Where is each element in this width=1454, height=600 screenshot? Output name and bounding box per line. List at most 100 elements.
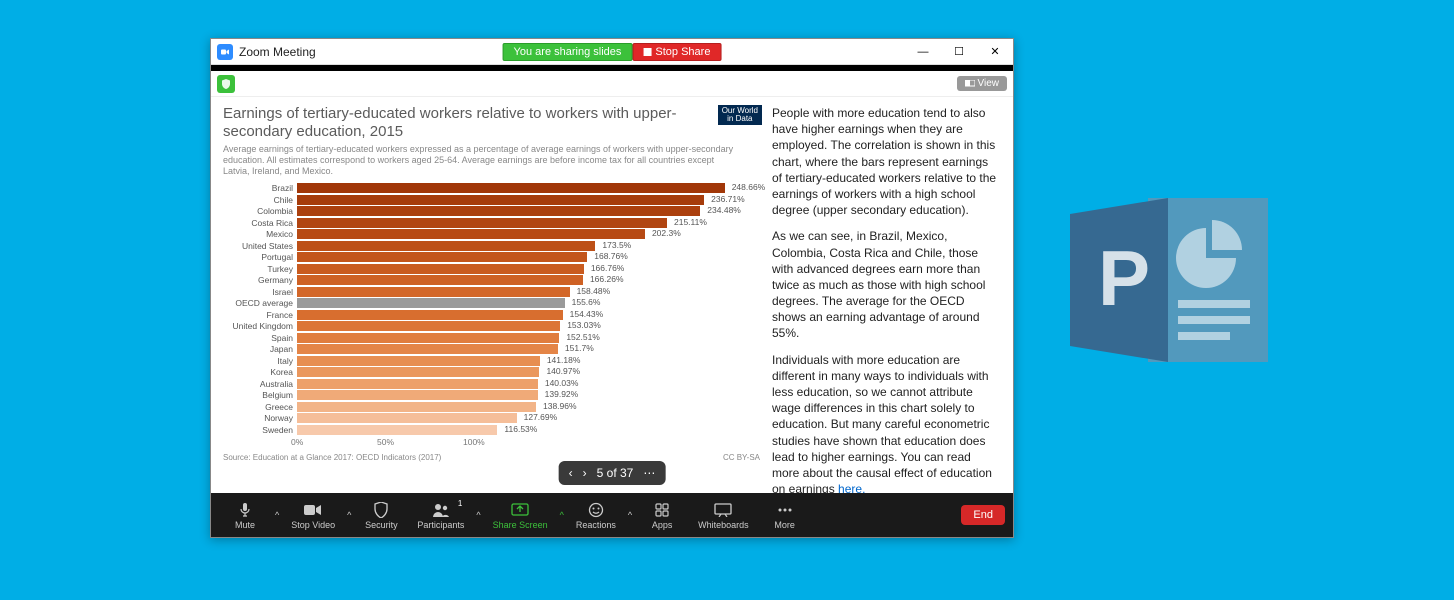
more-button[interactable]: More — [759, 499, 811, 532]
encryption-shield-icon[interactable] — [217, 75, 235, 93]
commentary-p1: People with more education tend to also … — [772, 105, 1001, 218]
bar-fill — [297, 252, 587, 262]
bar-fill — [297, 379, 538, 389]
bar-fill — [297, 206, 700, 216]
bar-label: Chile — [223, 195, 297, 205]
bar-label: Norway — [223, 413, 297, 423]
bar-row: Belgium 139.92% — [223, 389, 760, 401]
bar-label: Spain — [223, 333, 297, 343]
bar-row: Germany166.26% — [223, 274, 760, 286]
bar-value: 166.76% — [591, 263, 625, 273]
bar-fill — [297, 413, 517, 423]
view-button[interactable]: View — [957, 76, 1008, 91]
bar-fill — [297, 195, 704, 205]
whiteboards-button[interactable]: Whiteboards — [690, 499, 757, 532]
bar-row: Mexico202.3% — [223, 228, 760, 240]
bar-track: 202.3% — [297, 229, 760, 239]
end-button[interactable]: End — [961, 505, 1005, 525]
close-button[interactable]: ✕ — [977, 39, 1013, 65]
x-tick: 100% — [463, 437, 485, 447]
bar-value: 151.7% — [565, 343, 594, 353]
maximize-button[interactable]: ☐ — [941, 39, 977, 65]
microphone-icon — [238, 501, 252, 519]
share-screen-button[interactable]: Share Screen — [485, 499, 556, 532]
bar-track: 153.03% — [297, 321, 760, 331]
window-title: Zoom Meeting — [239, 45, 316, 59]
x-tick: 50% — [377, 437, 394, 447]
bar-label: Sweden — [223, 425, 297, 435]
bar-label: Costa Rica — [223, 218, 297, 228]
bar-track: 168.76% — [297, 252, 760, 262]
bar-label: Australia — [223, 379, 297, 389]
stop-video-button[interactable]: Stop Video — [283, 499, 343, 532]
bar-fill — [297, 390, 538, 400]
share-screen-icon — [511, 501, 529, 519]
mute-button[interactable]: Mute — [219, 499, 271, 532]
slide-menu-button[interactable]: ⋯ — [643, 466, 655, 480]
mute-caret[interactable]: ^ — [273, 510, 281, 520]
bar-label: Portugal — [223, 252, 297, 262]
bar-fill — [297, 241, 595, 251]
bar-label: Israel — [223, 287, 297, 297]
bar-fill — [297, 275, 583, 285]
video-icon — [304, 501, 322, 519]
slide-nav: ‹ › 5 of 37 ⋯ — [559, 461, 666, 485]
owid-badge: Our Worldin Data — [718, 105, 762, 125]
bar-row: France154.43% — [223, 309, 760, 321]
bar-track: 140.97% — [297, 367, 760, 377]
slide-content: Our Worldin Data Earnings of tertiary-ed… — [211, 97, 1013, 493]
bar-fill — [297, 425, 497, 435]
bar-row: OECD average155.6% — [223, 297, 760, 309]
bar-value: 152.51% — [566, 332, 600, 342]
bar-value: 127.69% — [524, 412, 558, 422]
zoom-window: Zoom Meeting You are sharing slides Stop… — [210, 38, 1014, 538]
bar-track: 152.51% — [297, 333, 760, 343]
bar-label: United Kingdom — [223, 321, 297, 331]
bar-fill — [297, 287, 570, 297]
bar-fill — [297, 344, 558, 354]
video-caret[interactable]: ^ — [345, 510, 353, 520]
bar-label: Belgium — [223, 390, 297, 400]
share-caret[interactable]: ^ — [558, 510, 566, 520]
participants-button[interactable]: 1 Participants — [409, 499, 472, 532]
bar-track: 234.48% — [297, 206, 760, 216]
bar-label: Mexico — [223, 229, 297, 239]
bar-value: 138.96% — [543, 401, 577, 411]
apps-button[interactable]: Apps — [636, 499, 688, 532]
bar-row: Portugal168.76% — [223, 251, 760, 263]
bar-value: 154.43% — [570, 309, 604, 319]
share-status: You are sharing slides Stop Share — [503, 43, 722, 61]
powerpoint-icon: P — [1050, 180, 1280, 380]
chart-subtitle: Average earnings of tertiary-educated wo… — [223, 144, 743, 176]
commentary-panel: People with more education tend to also … — [766, 97, 1013, 493]
bar-track: 116.53% — [297, 425, 760, 435]
bar-track: 155.6% — [297, 298, 760, 308]
bar-value: 215.11% — [674, 217, 707, 227]
bar-label: Italy — [223, 356, 297, 366]
bar-value: 141.18% — [547, 355, 581, 365]
here-link[interactable]: here. — [838, 482, 865, 493]
bar-track: 236.71% — [297, 195, 760, 205]
bar-track: 140.03% — [297, 379, 760, 389]
prev-slide-button[interactable]: ‹ — [569, 466, 573, 480]
bar-fill — [297, 183, 725, 193]
reactions-caret[interactable]: ^ — [626, 510, 634, 520]
svg-text:P: P — [1098, 234, 1150, 322]
security-button[interactable]: Security — [355, 499, 407, 532]
bar-value: 248.66% — [732, 182, 766, 192]
bar-track: 139.92% — [297, 390, 760, 400]
bar-fill — [297, 356, 540, 366]
stop-share-button[interactable]: Stop Share — [632, 43, 721, 61]
bar-value: 153.03% — [567, 320, 601, 330]
bar-track: 166.76% — [297, 264, 760, 274]
minimize-button[interactable]: — — [905, 39, 941, 65]
bar-value: 140.03% — [545, 378, 579, 388]
bar-fill — [297, 298, 565, 308]
chart-panel: Our Worldin Data Earnings of tertiary-ed… — [211, 97, 766, 493]
next-slide-button[interactable]: › — [583, 466, 587, 480]
commentary-p3: Individuals with more education are diff… — [772, 352, 1001, 493]
reactions-button[interactable]: Reactions — [568, 499, 624, 532]
bar-value: 139.92% — [545, 389, 579, 399]
participants-caret[interactable]: ^ — [474, 510, 482, 520]
more-icon — [777, 501, 793, 519]
